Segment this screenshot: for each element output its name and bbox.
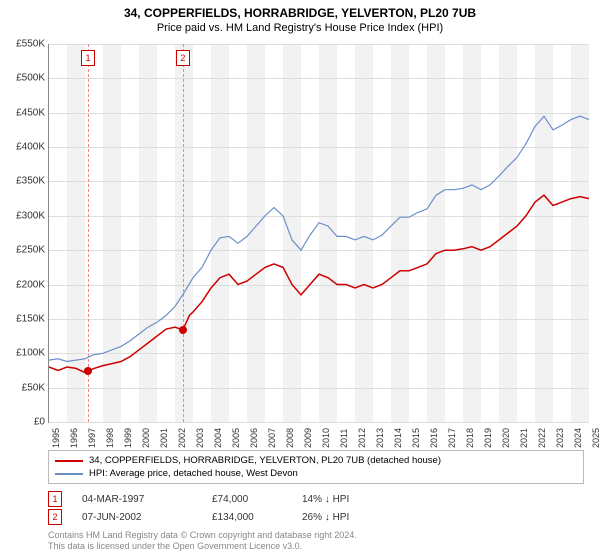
sale-price: £74,000 — [212, 494, 302, 505]
series-svg — [49, 44, 589, 422]
y-axis-label: £450K — [5, 107, 45, 118]
x-axis-label: 2019 — [483, 428, 493, 448]
x-axis-label: 2008 — [285, 428, 295, 448]
legend-label: HPI: Average price, detached house, West… — [89, 468, 298, 479]
sale-row: 2 07-JUN-2002£134,00026% ↓ HPI — [48, 508, 382, 526]
x-axis-label: 1998 — [105, 428, 115, 448]
series-property — [49, 195, 589, 372]
x-axis-label: 2018 — [465, 428, 475, 448]
legend-swatch — [55, 473, 83, 475]
sale-idx-box: 1 — [48, 491, 62, 507]
sale-idx-box: 2 — [48, 509, 62, 525]
y-axis-label: £400K — [5, 142, 45, 153]
sale-price: £134,000 — [212, 512, 302, 523]
x-axis-label: 2015 — [411, 428, 421, 448]
legend-box: 34, COPPERFIELDS, HORRABRIDGE, YELVERTON… — [48, 450, 584, 484]
sale-date: 07-JUN-2002 — [82, 512, 212, 523]
x-axis-label: 2016 — [429, 428, 439, 448]
footer-line-1: Contains HM Land Registry data © Crown c… — [48, 530, 357, 541]
x-axis-label: 2004 — [213, 428, 223, 448]
x-axis-label: 2000 — [141, 428, 151, 448]
x-axis-label: 2020 — [501, 428, 511, 448]
chart-title: 34, COPPERFIELDS, HORRABRIDGE, YELVERTON… — [0, 0, 600, 20]
x-axis-label: 2007 — [267, 428, 277, 448]
plot-area: 12 — [48, 44, 589, 423]
y-axis-label: £50K — [5, 382, 45, 393]
sales-table: 1 04-MAR-1997£74,00014% ↓ HPI 2 07-JUN-2002… — [48, 490, 382, 526]
chart-container: 34, COPPERFIELDS, HORRABRIDGE, YELVERTON… — [0, 0, 600, 560]
x-axis-label: 2005 — [231, 428, 241, 448]
series-hpi — [49, 116, 589, 361]
x-axis-label: 2011 — [339, 429, 349, 448]
y-axis-label: £100K — [5, 348, 45, 359]
x-axis-label: 2002 — [177, 428, 187, 448]
x-axis-label: 2013 — [375, 428, 385, 448]
sale-diff: 26% ↓ HPI — [302, 512, 382, 523]
sale-diff: 14% ↓ HPI — [302, 494, 382, 505]
x-axis-label: 2022 — [537, 428, 547, 448]
gridline — [49, 422, 589, 423]
legend-row: HPI: Average price, detached house, West… — [55, 467, 577, 480]
y-axis-label: £150K — [5, 313, 45, 324]
x-axis-label: 2025 — [591, 428, 600, 448]
x-axis-label: 1997 — [87, 428, 97, 448]
x-axis-label: 1999 — [123, 428, 133, 448]
y-axis-label: £550K — [5, 39, 45, 50]
x-axis-label: 2003 — [195, 428, 205, 448]
y-axis-label: £350K — [5, 176, 45, 187]
x-axis-label: 2001 — [159, 428, 169, 448]
legend-label: 34, COPPERFIELDS, HORRABRIDGE, YELVERTON… — [89, 455, 441, 466]
x-axis-label: 2006 — [249, 428, 259, 448]
legend-row: 34, COPPERFIELDS, HORRABRIDGE, YELVERTON… — [55, 454, 577, 467]
x-axis-label: 2023 — [555, 428, 565, 448]
chart-subtitle: Price paid vs. HM Land Registry's House … — [0, 20, 600, 38]
x-axis-label: 2021 — [519, 428, 529, 448]
x-axis-label: 2012 — [357, 428, 367, 448]
x-axis-label: 2017 — [447, 428, 457, 448]
y-axis-label: £250K — [5, 245, 45, 256]
x-axis-label: 2024 — [573, 428, 583, 448]
x-axis-label: 2009 — [303, 428, 313, 448]
sale-row: 1 04-MAR-1997£74,00014% ↓ HPI — [48, 490, 382, 508]
x-axis-label: 2014 — [393, 428, 403, 448]
x-axis-label: 1996 — [69, 428, 79, 448]
footer-attribution: Contains HM Land Registry data © Crown c… — [48, 530, 357, 553]
x-axis-label: 2010 — [321, 428, 331, 448]
x-axis-label: 1995 — [51, 428, 61, 448]
y-axis-label: £200K — [5, 279, 45, 290]
legend-swatch — [55, 460, 83, 462]
footer-line-2: This data is licensed under the Open Gov… — [48, 541, 357, 552]
sale-date: 04-MAR-1997 — [82, 494, 212, 505]
y-axis-label: £0 — [5, 417, 45, 428]
y-axis-label: £500K — [5, 73, 45, 84]
y-axis-label: £300K — [5, 210, 45, 221]
